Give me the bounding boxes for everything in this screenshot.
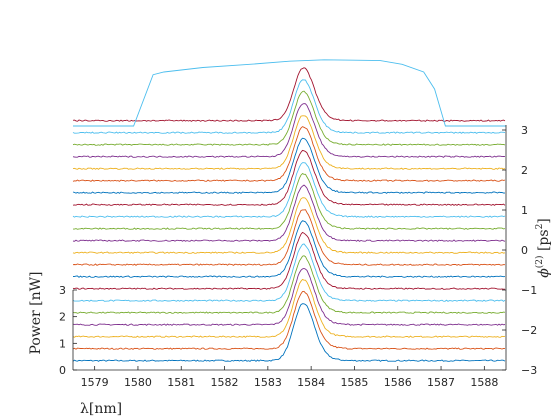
spectrum-trace [72,268,506,326]
spectrum-trace [72,79,506,134]
spectrum-trace [72,243,506,302]
x-axis-label-wavelength: λ[nm] [80,401,122,417]
spectrum-trace [72,115,506,170]
spectrum-trace [72,255,506,314]
left-tick-label: 3 [59,284,66,297]
right-dispersion-axis: −3 −2 −1 0 1 2 3 [502,124,537,377]
spectrum-trace [72,209,506,266]
left-axis-ticks: 0 1 2 3 [59,284,77,377]
spectrum-trace [72,126,506,182]
spectrum-trace [72,303,506,362]
right-tick-label: 0 [521,244,528,257]
spectrum-trace [72,90,506,146]
right-tick-label: 2 [521,164,528,177]
spectrum-trace [72,184,506,242]
spectrum-trace [72,290,506,350]
y-axis-label-dispersion: ϕ(2) [ps2] [534,218,552,278]
y-axis-label-power: Power [nW] [28,271,44,354]
spectrum-trace [72,149,506,206]
bottom-axis-ticks: 1579 1580 1581 1582 1583 1584 1585 1586 1587 1588 [81,366,498,389]
spectrum-trace [72,67,506,122]
spectrum-trace [72,162,506,218]
right-tick-label: 3 [521,124,528,137]
bottom-tick-label: 1588 [470,376,498,389]
bottom-tick-label: 1586 [384,376,412,389]
left-power-axis: 0 1 2 3 [59,284,77,377]
bottom-tick-label: 1584 [297,376,325,389]
right-tick-label: −2 [521,324,537,337]
right-tick-label: 1 [521,204,528,217]
spectrum-trace [72,137,506,194]
right-axis-ticks: −3 −2 −1 0 1 2 3 [502,124,537,377]
bottom-tick-label: 1585 [340,376,368,389]
left-tick-label: 2 [59,311,66,324]
left-tick-label: 1 [59,337,66,350]
bottom-tick-label: 1580 [124,376,152,389]
bottom-tick-label: 1583 [254,376,282,389]
spectrum-trace [72,103,506,158]
bottom-tick-label: 1581 [167,376,195,389]
spectrum-trace [72,278,506,338]
bottom-tick-label: 1582 [211,376,239,389]
spectrum-trace [72,220,506,278]
spectra-traces [72,67,506,362]
wavelength-axis: 1579 1580 1581 1582 1583 1584 1585 1586 1587 1588 [73,366,506,389]
right-tick-label: −1 [521,284,537,297]
spectrum-trace [72,231,505,290]
spectrum-envelope-line [73,59,506,127]
right-tick-label: −3 [521,364,537,377]
left-tick-label: 0 [59,364,66,377]
bottom-tick-label: 1579 [81,376,109,389]
bottom-tick-label: 1587 [427,376,455,389]
spectrum-trace [72,197,506,254]
spectrum-trace [73,173,506,230]
